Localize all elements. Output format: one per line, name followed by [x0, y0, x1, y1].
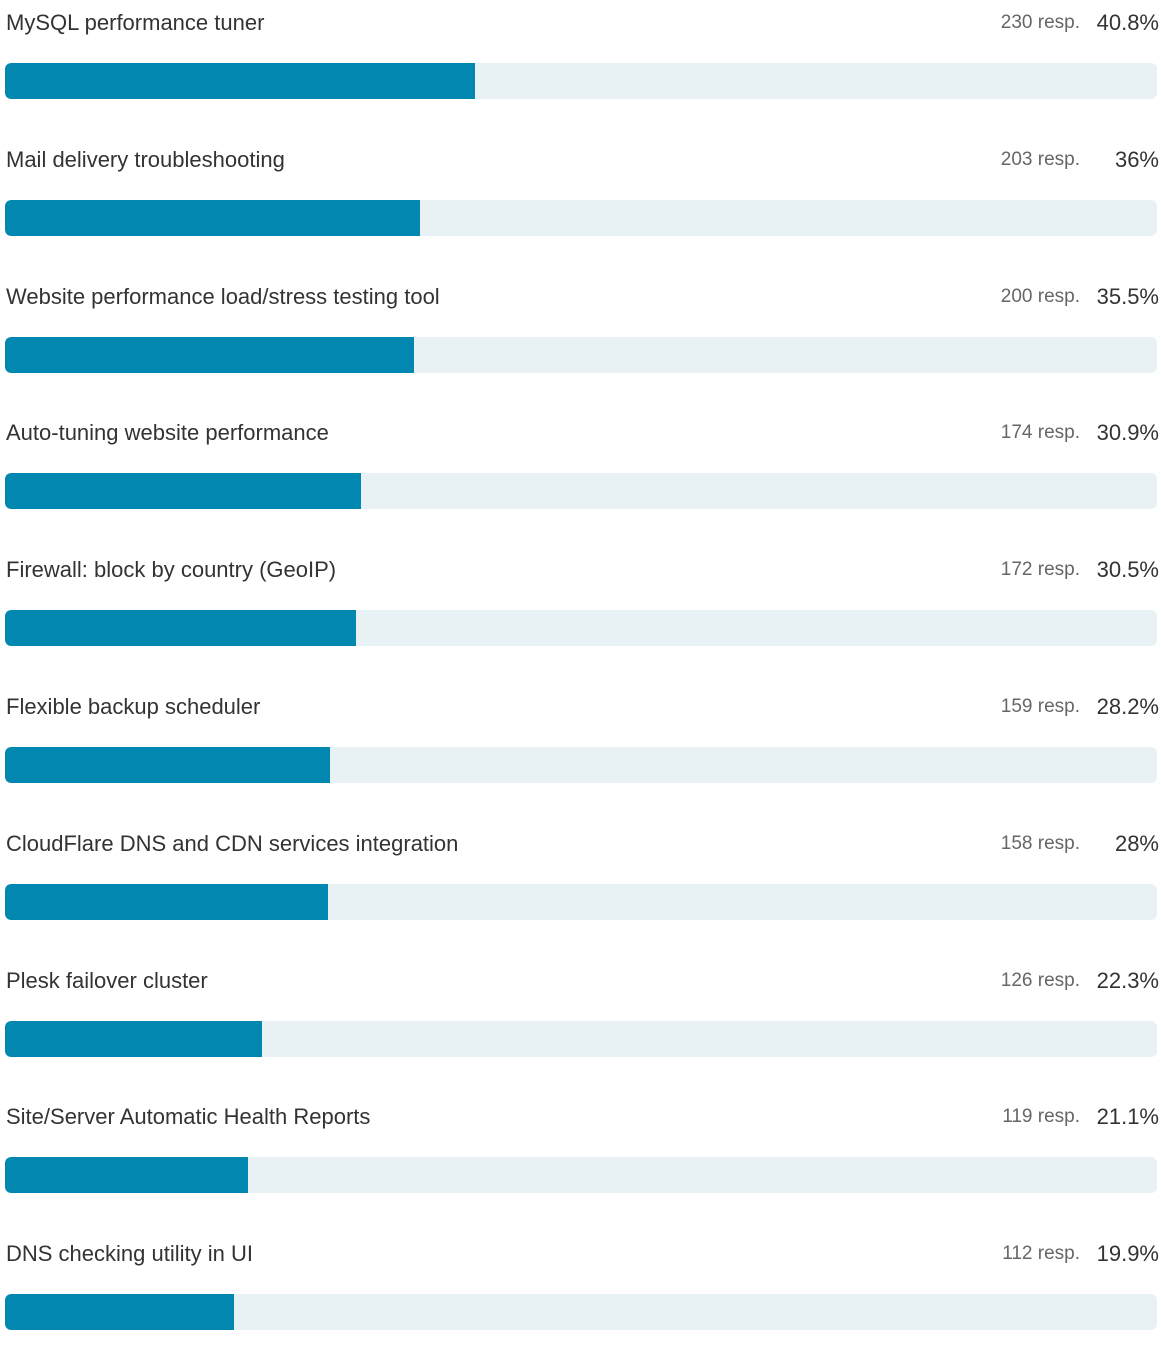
response-count: 200 resp.	[1000, 285, 1080, 307]
bar-fill	[5, 336, 414, 373]
bar-track	[5, 610, 1157, 647]
bar-fill	[5, 1020, 262, 1057]
response-count: 126 resp.	[1000, 969, 1080, 991]
bar-fill	[5, 63, 476, 99]
result-row: CloudFlare DNS and CDN services integrat…	[0, 821, 1161, 958]
percent-label: 36%	[1114, 146, 1159, 172]
response-count: 119 resp.	[1002, 1106, 1080, 1128]
bar-fill	[5, 610, 357, 647]
percent-label: 40.8%	[1096, 10, 1159, 35]
bar-fill	[5, 883, 328, 920]
percent-label: 22.3%	[1096, 967, 1159, 993]
bar-track	[5, 747, 1157, 783]
bar-track	[5, 883, 1157, 920]
response-count: 112 resp.	[1002, 1243, 1080, 1265]
bar-track	[5, 1157, 1157, 1194]
percent-label: 35.5%	[1096, 283, 1159, 309]
bar-track	[5, 199, 1157, 236]
response-count: 158 resp.	[1000, 832, 1080, 854]
percent-label: 30.9%	[1096, 420, 1159, 446]
result-row: Auto-tuning website performance 174 resp.…	[0, 410, 1161, 547]
percent-label: 30.5%	[1096, 557, 1159, 583]
bar-fill	[5, 747, 330, 783]
option-label: Mail delivery troubleshooting	[6, 146, 285, 172]
response-count: 159 resp.	[1000, 696, 1080, 717]
result-row: Plesk failover cluster 126 resp. 22.3%	[0, 958, 1161, 1095]
percent-label: 21.1%	[1096, 1104, 1159, 1130]
result-row: Flexible backup scheduler 159 resp. 28.2%	[0, 684, 1161, 821]
response-count: 203 resp.	[1000, 148, 1080, 170]
option-label: MySQL performance tuner	[6, 10, 265, 35]
option-label: Auto-tuning website performance	[6, 420, 329, 446]
percent-label: 28%	[1114, 830, 1159, 856]
bar-track	[5, 63, 1157, 99]
percent-label: 19.9%	[1096, 1241, 1159, 1267]
option-label: Website performance load/stress testing …	[6, 283, 440, 309]
response-count: 174 resp.	[1000, 422, 1080, 444]
bar-fill	[5, 473, 361, 510]
bar-track	[5, 1294, 1157, 1331]
bar-track	[5, 473, 1157, 510]
option-label: Firewall: block by country (GeoIP)	[6, 557, 337, 583]
bar-fill	[5, 1157, 249, 1194]
result-row: Website performance load/stress testing …	[0, 274, 1161, 411]
bar-fill	[5, 1294, 235, 1331]
option-label: Site/Server Automatic Health Reports	[6, 1104, 371, 1130]
result-row: Firewall: block by country (GeoIP) 172 re…	[0, 547, 1161, 684]
response-count: 172 resp.	[1000, 559, 1080, 581]
bar-track	[5, 336, 1157, 373]
percent-label: 28.2%	[1096, 694, 1159, 719]
bar-fill	[5, 199, 420, 236]
option-label: Plesk failover cluster	[6, 967, 208, 993]
option-label: CloudFlare DNS and CDN services integrat…	[6, 830, 459, 856]
bar-track	[5, 1020, 1157, 1057]
option-label: DNS checking utility in UI	[6, 1241, 253, 1267]
result-row: MySQL performance tuner 230 resp. 40.8%	[0, 0, 1161, 137]
option-label: Flexible backup scheduler	[6, 694, 261, 719]
result-row: Site/Server Automatic Health Reports 119 …	[0, 1094, 1161, 1231]
result-row: DNS checking utility in UI 112 resp. 19.9%	[0, 1231, 1161, 1368]
result-row: Mail delivery troubleshooting 203 resp. 36…	[0, 137, 1161, 274]
response-count: 230 resp.	[1000, 12, 1080, 33]
